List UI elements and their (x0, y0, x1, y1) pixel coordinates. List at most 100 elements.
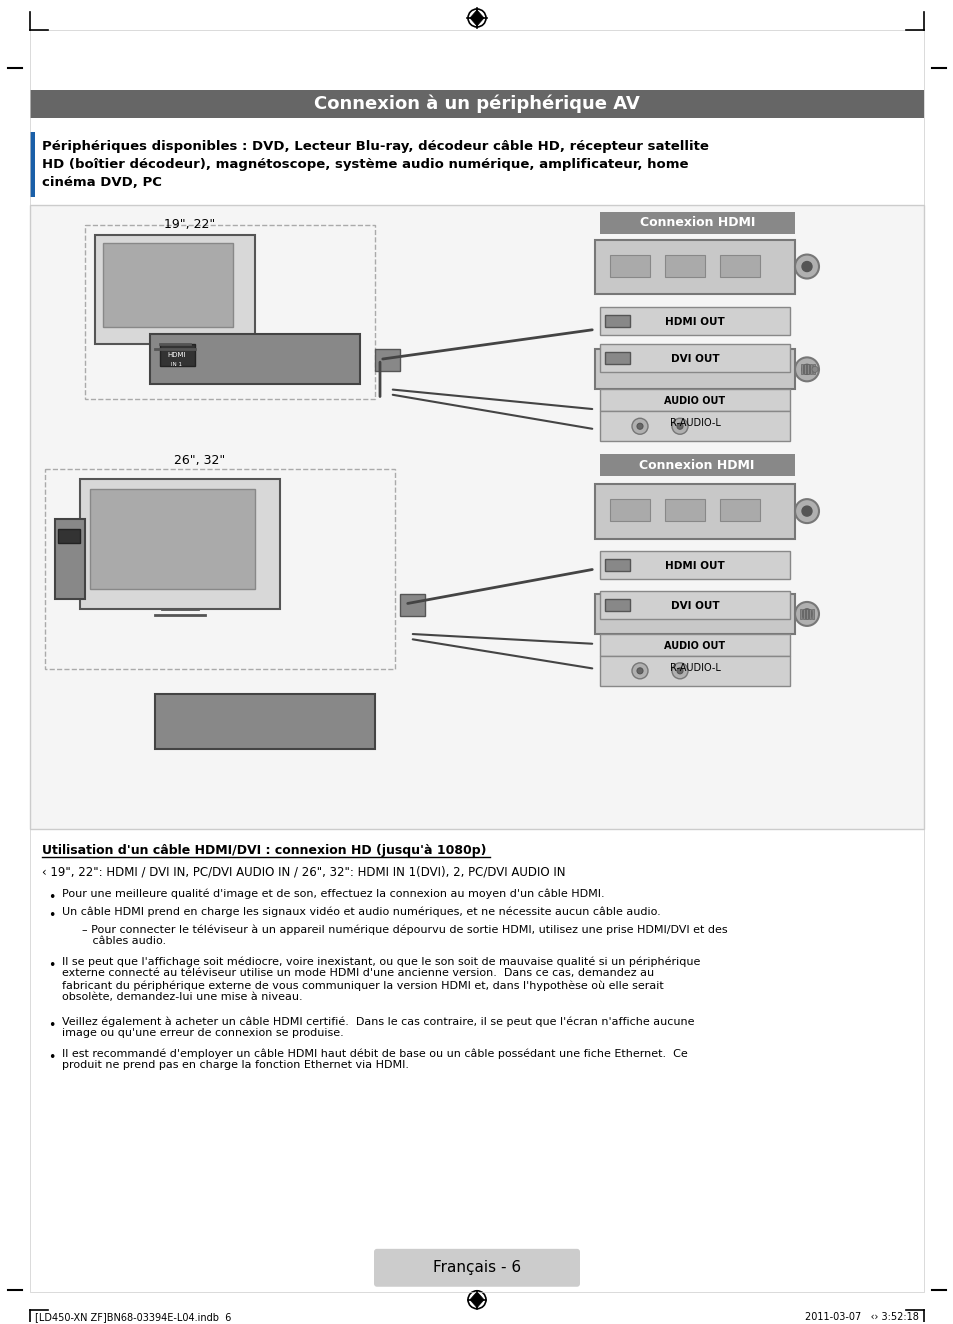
FancyBboxPatch shape (374, 1249, 579, 1287)
Text: HDMI: HDMI (168, 352, 186, 359)
Bar (811, 609, 813, 618)
Text: Il est recommandé d'employer un câble HDMI haut débit de base ou un câble posséd: Il est recommandé d'employer un câble HD… (62, 1049, 687, 1070)
Bar (599, 389, 789, 412)
Text: HDMI OUT: HDMI OUT (664, 318, 724, 327)
Bar (30, 132, 35, 197)
Bar (664, 499, 704, 522)
Circle shape (801, 364, 811, 375)
Circle shape (631, 418, 647, 434)
Polygon shape (470, 11, 483, 26)
Text: Veillez également à acheter un câble HDMI certifié.  Dans le cas contraire, il s: Veillez également à acheter un câble HDM… (62, 1017, 694, 1038)
Polygon shape (470, 1292, 483, 1308)
Circle shape (637, 667, 642, 674)
Circle shape (801, 506, 811, 516)
Circle shape (677, 667, 682, 674)
Bar (599, 634, 789, 655)
Bar (95, 234, 254, 344)
Text: •: • (49, 1051, 55, 1064)
Text: Connexion HDMI: Connexion HDMI (639, 458, 754, 471)
Bar (609, 254, 649, 277)
FancyBboxPatch shape (30, 205, 923, 829)
Text: HDMI OUT: HDMI OUT (664, 561, 724, 571)
Text: – Pour connecter le téléviseur à un appareil numérique dépourvu de sortie HDMI, : – Pour connecter le téléviseur à un appa… (82, 924, 727, 947)
Text: ‹ 19", 22": HDMI / DVI IN, PC/DVI AUDIO IN / 26", 32": HDMI IN 1(DVI), 2, PC/DVI: ‹ 19", 22": HDMI / DVI IN, PC/DVI AUDIO … (42, 866, 565, 879)
Bar (58, 530, 80, 543)
Text: Périphériques disponibles : DVD, Lecteur Blu-ray, décodeur câble HD, récepteur s: Périphériques disponibles : DVD, Lecteur… (42, 140, 708, 152)
Circle shape (671, 418, 687, 434)
Bar (801, 364, 802, 375)
Bar (604, 559, 629, 571)
Circle shape (631, 663, 647, 679)
Text: Un câble HDMI prend en charge les signaux vidéo et audio numériques, et ne néces: Un câble HDMI prend en charge les signau… (62, 907, 660, 918)
Bar (812, 364, 814, 375)
Bar (150, 335, 359, 384)
Bar (595, 350, 794, 389)
Text: 26", 32": 26", 32" (174, 454, 226, 467)
FancyBboxPatch shape (599, 212, 794, 233)
Circle shape (801, 609, 811, 618)
Bar (160, 344, 194, 367)
Bar (90, 489, 254, 589)
Text: DVI OUT: DVI OUT (670, 355, 719, 364)
Text: Pour une meilleure qualité d'image et de son, effectuez la connexion au moyen d': Pour une meilleure qualité d'image et de… (62, 888, 604, 899)
Text: [LD450-XN ZF]BN68-03394E-L04.indb  6: [LD450-XN ZF]BN68-03394E-L04.indb 6 (35, 1312, 232, 1321)
Bar (800, 609, 801, 618)
Bar (399, 594, 424, 616)
Text: cinéma DVD, PC: cinéma DVD, PC (42, 176, 162, 189)
Bar (595, 594, 794, 634)
Bar (720, 499, 760, 522)
Bar (604, 315, 629, 327)
Circle shape (671, 663, 687, 679)
Bar (599, 551, 789, 579)
Text: DVI OUT: DVI OUT (670, 601, 719, 610)
Bar (55, 519, 85, 598)
Bar (103, 242, 233, 327)
Bar (375, 350, 399, 371)
Bar (809, 364, 811, 375)
Text: •: • (49, 891, 55, 904)
Circle shape (794, 602, 818, 626)
Bar (802, 609, 804, 618)
Text: 2011-03-07   ‹› 3:52:18: 2011-03-07 ‹› 3:52:18 (804, 1312, 918, 1321)
Bar (80, 479, 280, 609)
Bar (45, 469, 395, 669)
Text: Connexion à un périphérique AV: Connexion à un périphérique AV (314, 94, 639, 113)
Bar (604, 352, 629, 364)
Bar (85, 225, 375, 400)
Circle shape (794, 357, 818, 381)
Bar (609, 499, 649, 522)
Text: Connexion HDMI: Connexion HDMI (639, 216, 755, 229)
Circle shape (811, 367, 817, 372)
Text: R-AUDIO-L: R-AUDIO-L (669, 418, 720, 428)
Text: •: • (49, 1019, 55, 1033)
Bar (806, 364, 808, 375)
Circle shape (677, 424, 682, 429)
Bar (599, 591, 789, 618)
Bar (803, 364, 805, 375)
Bar (599, 307, 789, 335)
FancyBboxPatch shape (599, 454, 794, 477)
FancyBboxPatch shape (30, 90, 923, 118)
Text: Français - 6: Français - 6 (433, 1260, 520, 1275)
Text: •: • (49, 910, 55, 923)
Bar (664, 254, 704, 277)
Circle shape (637, 424, 642, 429)
Circle shape (801, 262, 811, 271)
Text: AUDIO OUT: AUDIO OUT (663, 396, 725, 406)
Circle shape (794, 254, 818, 278)
Bar (595, 485, 794, 539)
Bar (720, 254, 760, 277)
Bar (595, 240, 794, 294)
Text: 19", 22": 19", 22" (164, 217, 215, 230)
Bar (154, 694, 375, 748)
Text: •: • (49, 960, 55, 972)
Text: R-AUDIO-L: R-AUDIO-L (669, 663, 720, 673)
Circle shape (794, 499, 818, 523)
Text: HD (boîtier décodeur), magnétoscope, système audio numérique, amplificateur, hom: HD (boîtier décodeur), magnétoscope, sys… (42, 158, 688, 171)
Bar (599, 412, 789, 441)
Text: Il se peut que l'affichage soit médiocre, voire inexistant, ou que le son soit d: Il se peut que l'affichage soit médiocre… (62, 956, 700, 1002)
Bar (599, 344, 789, 372)
Bar (805, 609, 807, 618)
Bar (599, 655, 789, 686)
Bar (808, 609, 810, 618)
